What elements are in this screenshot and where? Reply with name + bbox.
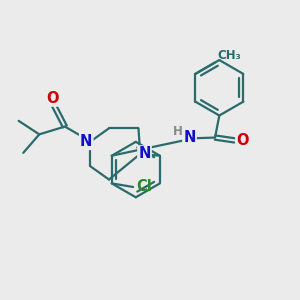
Text: O: O [46, 91, 59, 106]
Text: N: N [183, 130, 196, 145]
Text: CH₃: CH₃ [217, 49, 241, 62]
Text: N: N [80, 134, 92, 149]
Text: O: O [236, 133, 249, 148]
Text: H: H [173, 125, 183, 138]
Text: Cl: Cl [137, 179, 152, 194]
Text: N: N [138, 146, 151, 161]
